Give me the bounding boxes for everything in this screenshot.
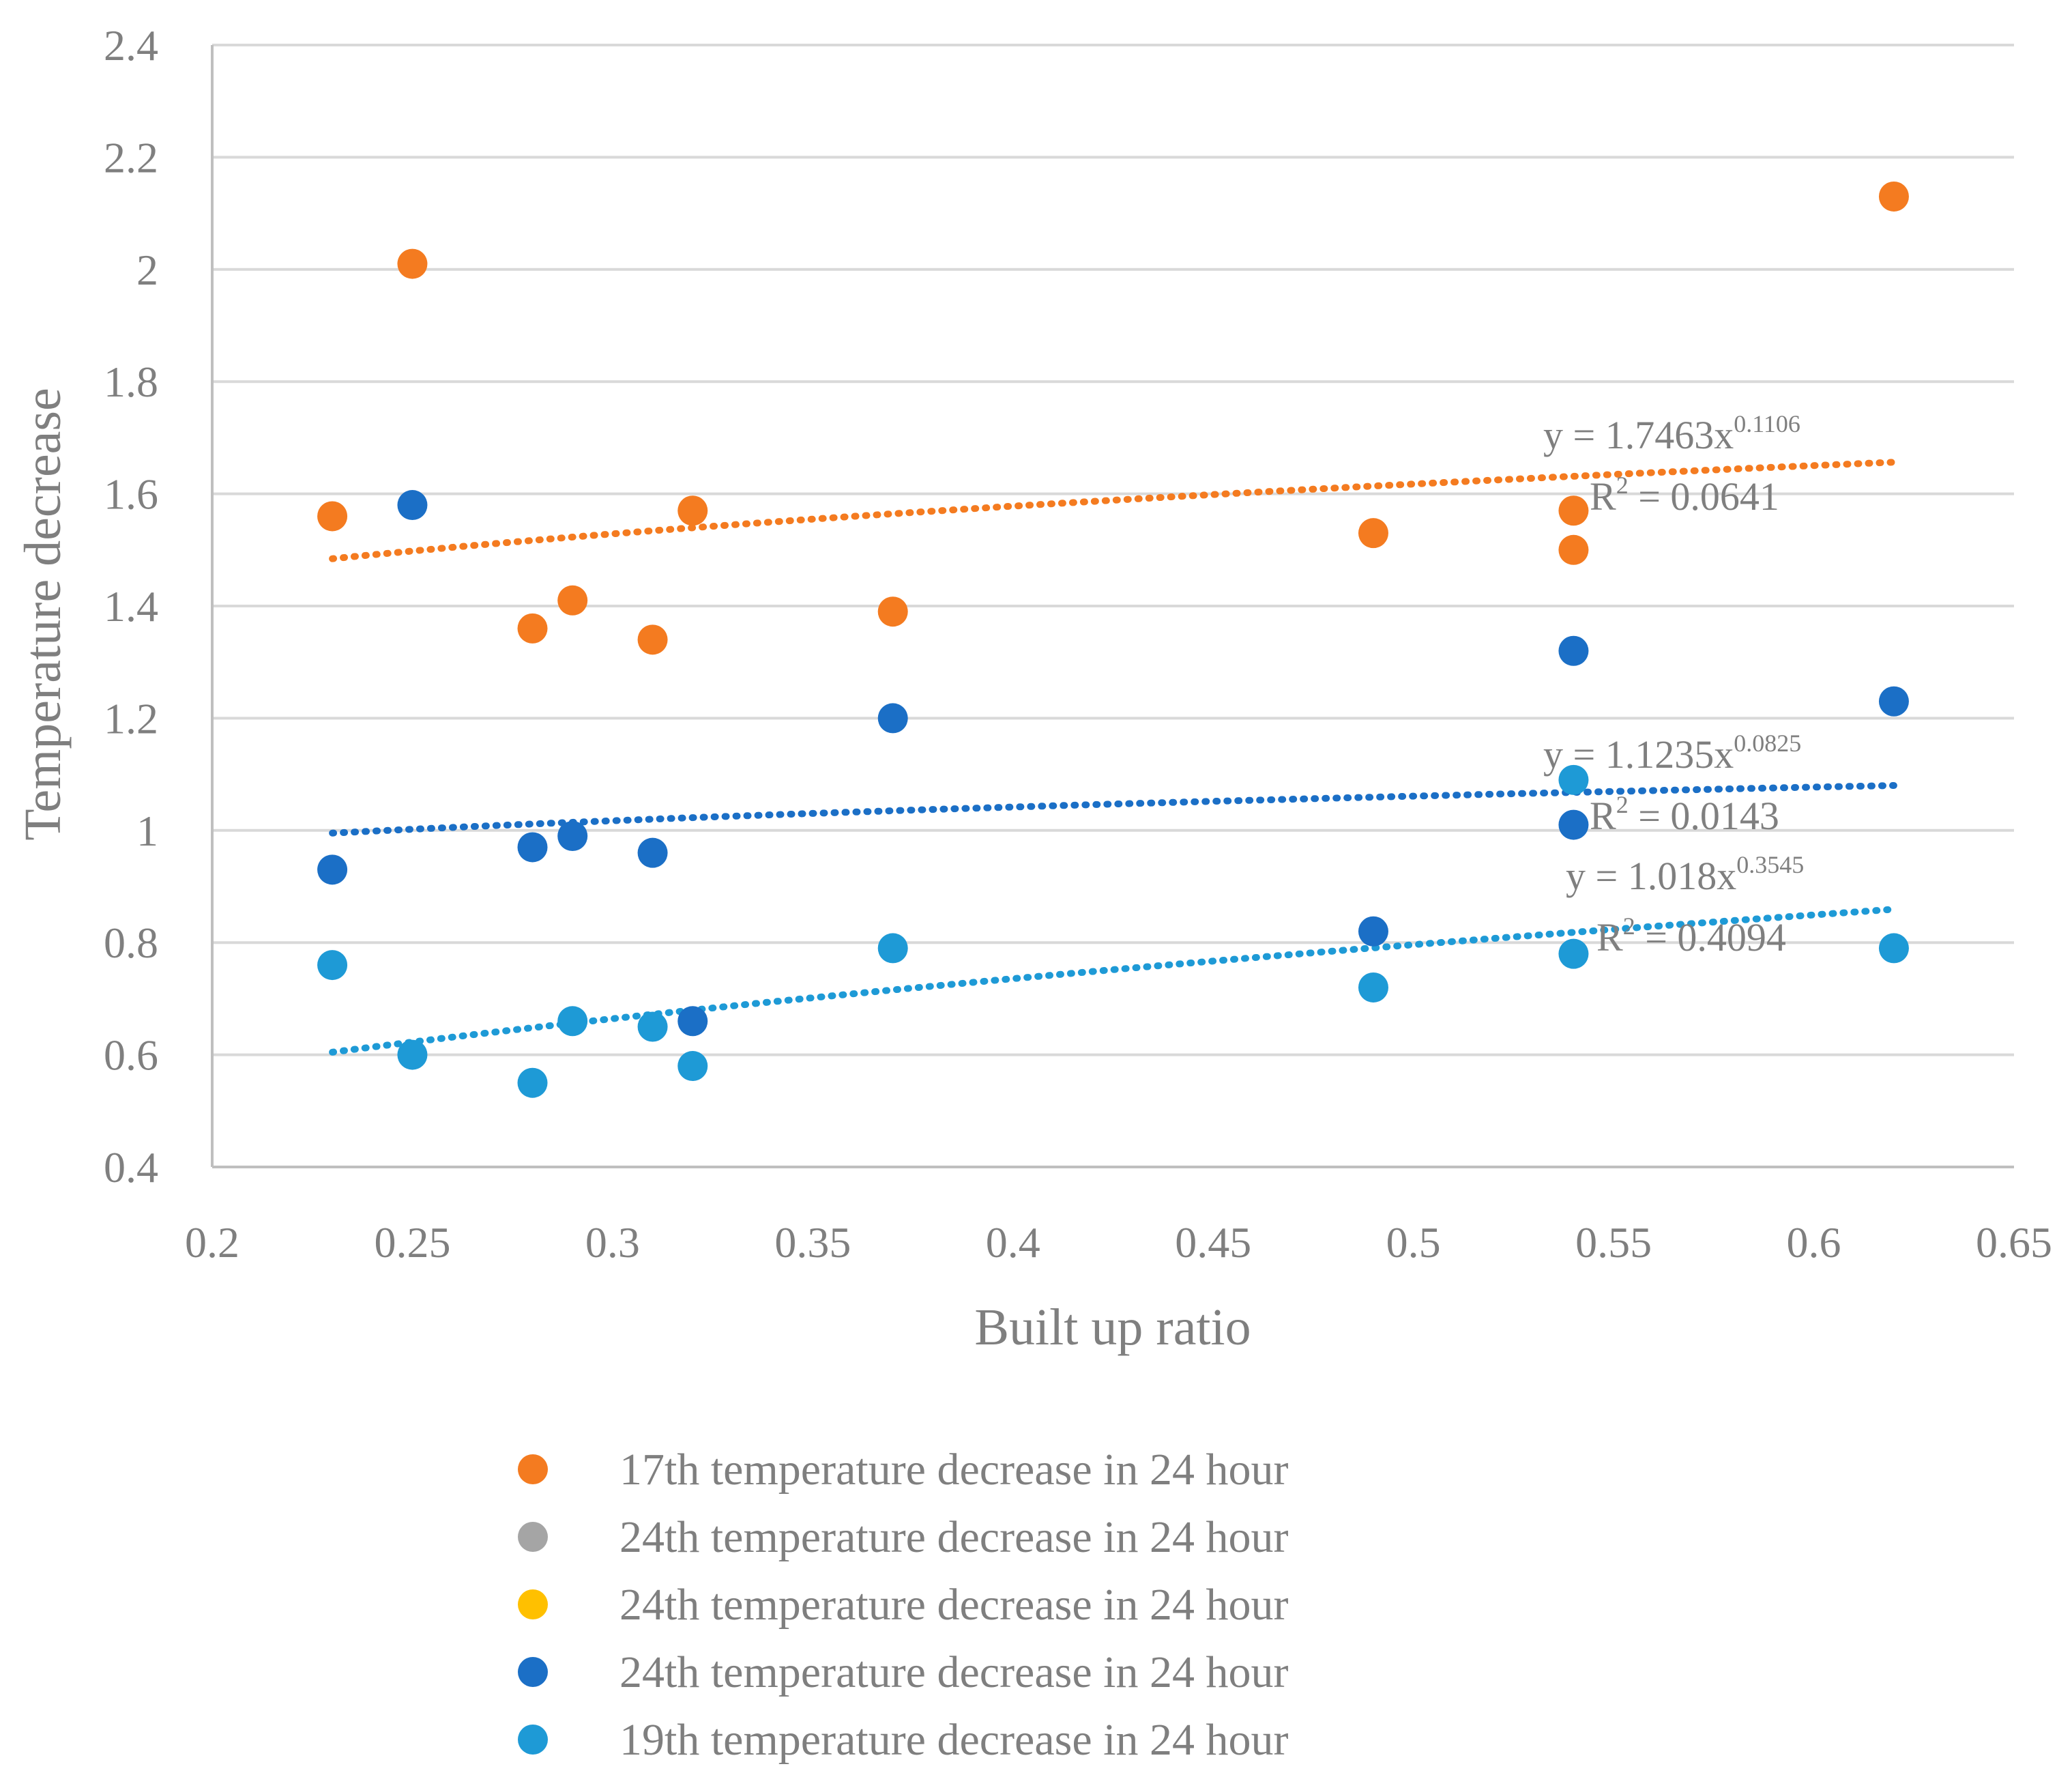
data-point-series-0 xyxy=(1558,534,1589,565)
data-point-series-3 xyxy=(1878,686,1909,717)
data-point-series-0 xyxy=(557,585,588,616)
data-point-series-0 xyxy=(677,495,708,526)
data-point-series-0 xyxy=(397,248,428,279)
y-tick-label: 0.4 xyxy=(104,1143,158,1192)
legend-marker xyxy=(518,1657,548,1687)
x-tick-label: 0.65 xyxy=(1976,1218,2052,1267)
x-tick-label: 0.4 xyxy=(986,1218,1040,1267)
legend-marker xyxy=(518,1454,548,1484)
data-point-series-4 xyxy=(1558,938,1589,969)
y-tick-label: 1.2 xyxy=(104,694,158,742)
legend: 17th temperature decrease in 24 hour 24th… xyxy=(518,1445,1288,1765)
data-point-series-4 xyxy=(397,1039,428,1070)
trendline-series-4 xyxy=(329,906,1897,1056)
data-point-series-3 xyxy=(317,854,348,885)
data-point-series-3 xyxy=(677,1006,708,1037)
data-point-series-4 xyxy=(317,950,348,981)
data-point-series-0 xyxy=(877,596,908,627)
trendline-annotations: y = 1.7463x0.1106 R2 = 0.0641 y = 1.1235x0… xyxy=(1543,410,1804,960)
trendline-equation: y = 1.1235x0.0825 xyxy=(1543,730,1801,777)
x-tick-label: 0.5 xyxy=(1386,1218,1441,1267)
data-point-series-4 xyxy=(677,1051,708,1082)
data-point-series-3 xyxy=(1558,809,1589,840)
data-point-series-3 xyxy=(1358,916,1388,947)
data-point-series-4 xyxy=(517,1067,548,1098)
y-tick-label: 0.8 xyxy=(104,919,158,967)
data-point-series-0 xyxy=(1358,518,1388,549)
y-tick-label: 1.4 xyxy=(104,582,158,631)
legend-marker xyxy=(518,1589,548,1619)
data-point-series-0 xyxy=(1878,181,1909,212)
trendlines xyxy=(329,459,1897,1056)
data-point-series-0 xyxy=(637,624,668,655)
gridlines xyxy=(212,44,2014,1056)
y-tick-label: 2.2 xyxy=(104,133,158,182)
trendline-r-squared: R2 = 0.0143 xyxy=(1590,791,1779,838)
y-tick-label: 2 xyxy=(136,246,158,294)
data-point-series-3 xyxy=(557,821,588,852)
y-tick-labels: 0.4 0.6 0.8 1 1.2 1.4 1.6 1.8 2 2.2 2.4 xyxy=(104,21,158,1192)
data-point-series-3 xyxy=(637,837,668,868)
x-tick-label: 0.35 xyxy=(774,1218,851,1267)
legend-marker xyxy=(518,1725,548,1755)
data-point-series-0 xyxy=(317,501,348,532)
legend-label: 24th temperature decrease in 24 hour xyxy=(619,1647,1288,1697)
legend-marker xyxy=(518,1522,548,1552)
trendline-series-3 xyxy=(329,782,1897,837)
x-tick-label: 0.6 xyxy=(1787,1218,1841,1267)
data-point-series-4 xyxy=(1358,972,1388,1003)
data-point-series-3 xyxy=(877,703,908,734)
x-tick-label: 0.3 xyxy=(585,1218,640,1267)
x-tick-labels: 0.2 0.25 0.3 0.35 0.4 0.45 0.5 0.55 0.6 0.65 xyxy=(185,1218,2052,1267)
data-point-series-0 xyxy=(1558,495,1589,526)
trendline-r-squared: R2 = 0.4094 xyxy=(1596,912,1786,960)
trendline-equation: y = 1.7463x0.1106 xyxy=(1543,410,1800,457)
y-tick-label: 2.4 xyxy=(104,21,158,70)
y-axis-title: Temperature decrease xyxy=(14,388,72,840)
trendline-equation: y = 1.018x0.3545 xyxy=(1566,851,1804,898)
x-tick-label: 0.25 xyxy=(374,1218,450,1267)
data-point-series-3 xyxy=(1558,635,1589,666)
data-point-series-4 xyxy=(1558,764,1589,795)
data-point-series-0 xyxy=(517,613,548,644)
x-tick-label: 0.2 xyxy=(185,1218,239,1267)
data-point-series-4 xyxy=(877,933,908,964)
x-tick-label: 0.55 xyxy=(1575,1218,1652,1267)
data-point-series-3 xyxy=(397,490,428,521)
data-point-series-3 xyxy=(517,832,548,863)
data-point-series-4 xyxy=(1878,933,1909,964)
legend-label: 17th temperature decrease in 24 hour xyxy=(619,1445,1288,1495)
legend-label: 24th temperature decrease in 24 hour xyxy=(619,1580,1288,1630)
y-tick-label: 1.6 xyxy=(104,470,158,519)
axes xyxy=(211,45,2014,1168)
y-tick-label: 1 xyxy=(136,807,158,855)
data-point-series-4 xyxy=(557,1006,588,1037)
legend-label: 24th temperature decrease in 24 hour xyxy=(619,1512,1288,1562)
x-tick-label: 0.45 xyxy=(1175,1218,1251,1267)
trendline-series-0 xyxy=(329,459,1897,562)
legend-label: 19th temperature decrease in 24 hour xyxy=(619,1715,1288,1765)
data-point-series-4 xyxy=(637,1011,668,1042)
y-tick-label: 0.6 xyxy=(104,1031,158,1080)
y-tick-label: 1.8 xyxy=(104,358,158,406)
data-points xyxy=(317,181,1909,1098)
x-axis-title: Built up ratio xyxy=(974,1299,1251,1356)
trendline-r-squared: R2 = 0.0641 xyxy=(1590,472,1779,519)
